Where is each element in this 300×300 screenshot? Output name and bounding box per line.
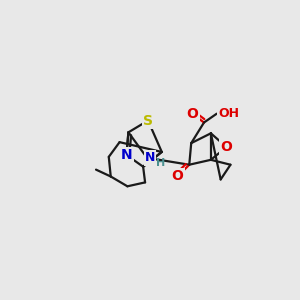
Text: H: H xyxy=(156,158,165,168)
Text: O: O xyxy=(186,107,198,121)
Text: N: N xyxy=(121,148,132,162)
Text: S: S xyxy=(143,114,153,128)
Text: O: O xyxy=(172,169,183,184)
Text: N: N xyxy=(145,152,155,164)
Text: OH: OH xyxy=(219,107,240,120)
Text: O: O xyxy=(220,140,232,154)
